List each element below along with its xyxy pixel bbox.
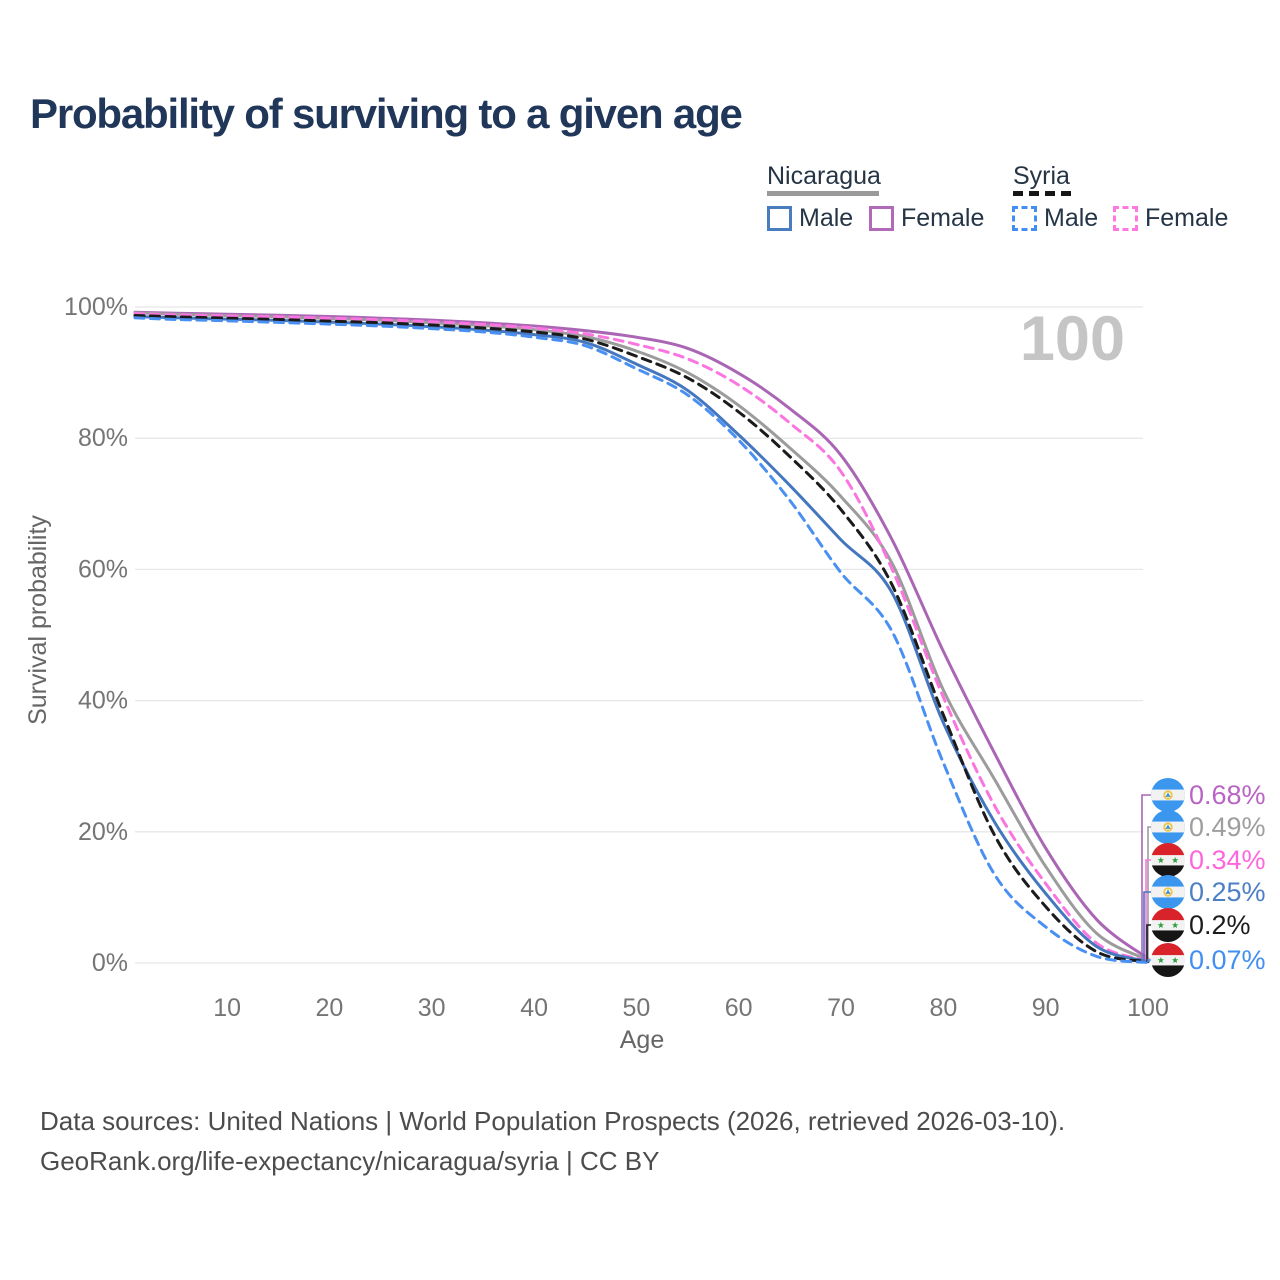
legend-swatch-syria-female <box>1113 206 1138 231</box>
flag-icon-nicaragua <box>1151 810 1185 844</box>
x-axis-title: Age <box>620 1026 664 1054</box>
legend-item-syria-female[interactable]: Female <box>1113 204 1228 233</box>
chart-title: Probability of surviving to a given age <box>30 90 743 137</box>
end-label-value-syria-female: 0.34% <box>1189 845 1266 875</box>
y-tick-label-20: 20% <box>78 818 128 846</box>
legend-group-header-nicaragua: Nicaragua <box>767 162 881 190</box>
legend-swatch-nicaragua-female <box>869 206 894 231</box>
legend-label-syria-female: Female <box>1145 204 1229 232</box>
legend-group-header-syria: Syria <box>1013 162 1070 190</box>
legend-line-swatch-syria <box>1013 191 1071 196</box>
legend-item-syria-male[interactable]: Male <box>1012 204 1098 233</box>
series-line-nicaragua <box>133 311 1150 962</box>
series-line-syria-female <box>133 312 1150 963</box>
x-tick-label-80: 80 <box>929 994 957 1022</box>
end-label-value-syria: 0.2% <box>1189 910 1251 940</box>
y-tick-label-0: 0% <box>92 949 128 977</box>
series-line-nicaragua-male <box>133 315 1150 963</box>
y-axis-title: Survival probability <box>24 515 52 725</box>
end-label-value-syria-male: 0.07% <box>1189 945 1266 975</box>
end-label-connector-nicaragua <box>1147 826 1151 960</box>
legend-item-nicaragua-male[interactable]: Male <box>767 204 853 233</box>
end-label-value-nicaragua-female: 0.68% <box>1189 780 1266 810</box>
x-tick-label-100: 100 <box>1127 994 1169 1022</box>
end-label-connector-syria-female <box>1145 859 1151 961</box>
x-tick-label-70: 70 <box>827 994 855 1022</box>
end-label-value-nicaragua: 0.49% <box>1189 812 1266 842</box>
flag-icon-syria <box>1151 843 1185 877</box>
flag-icon-nicaragua <box>1151 778 1185 812</box>
flag-icon-syria <box>1151 908 1185 942</box>
flag-icon-nicaragua <box>1151 875 1185 909</box>
x-tick-label-60: 60 <box>725 994 753 1022</box>
end-label-connector-nicaragua-male <box>1143 891 1151 962</box>
x-tick-label-30: 30 <box>418 994 446 1022</box>
y-tick-label-80: 80% <box>78 424 128 452</box>
footer-link-line: GeoRank.org/life-expectancy/nicaragua/sy… <box>40 1146 660 1176</box>
legend-item-nicaragua-female[interactable]: Female <box>869 204 984 233</box>
end-label-connector-syria-male <box>1147 959 1151 963</box>
y-tick-label-60: 60% <box>78 555 128 583</box>
series-line-syria-male <box>133 316 1150 964</box>
end-label-connector-syria <box>1146 924 1151 962</box>
legend-line-swatch-nicaragua <box>767 191 879 196</box>
flag-icon-syria <box>1151 943 1185 977</box>
x-tick-label-10: 10 <box>213 994 241 1022</box>
legend-swatch-syria-male <box>1012 206 1037 231</box>
y-tick-label-100: 100% <box>64 293 128 321</box>
series-line-nicaragua-female <box>133 310 1150 960</box>
watermark-age-100: 100 <box>1020 304 1125 374</box>
x-tick-label-90: 90 <box>1032 994 1060 1022</box>
x-tick-label-50: 50 <box>622 994 650 1022</box>
legend-label-nicaragua-male: Male <box>799 204 854 232</box>
footer-source-line: Data sources: United Nations | World Pop… <box>40 1106 1066 1136</box>
legend-label-nicaragua-female: Female <box>901 204 985 232</box>
y-tick-label-40: 40% <box>78 687 128 715</box>
x-tick-label-20: 20 <box>315 994 343 1022</box>
end-label-connector-nicaragua-female <box>1141 794 1151 959</box>
legend-swatch-nicaragua-male <box>767 206 792 231</box>
legend-label-syria-male: Male <box>1044 204 1099 232</box>
series-line-syria <box>133 314 1150 964</box>
x-tick-label-40: 40 <box>520 994 548 1022</box>
end-label-value-nicaragua-male: 0.25% <box>1189 877 1266 907</box>
